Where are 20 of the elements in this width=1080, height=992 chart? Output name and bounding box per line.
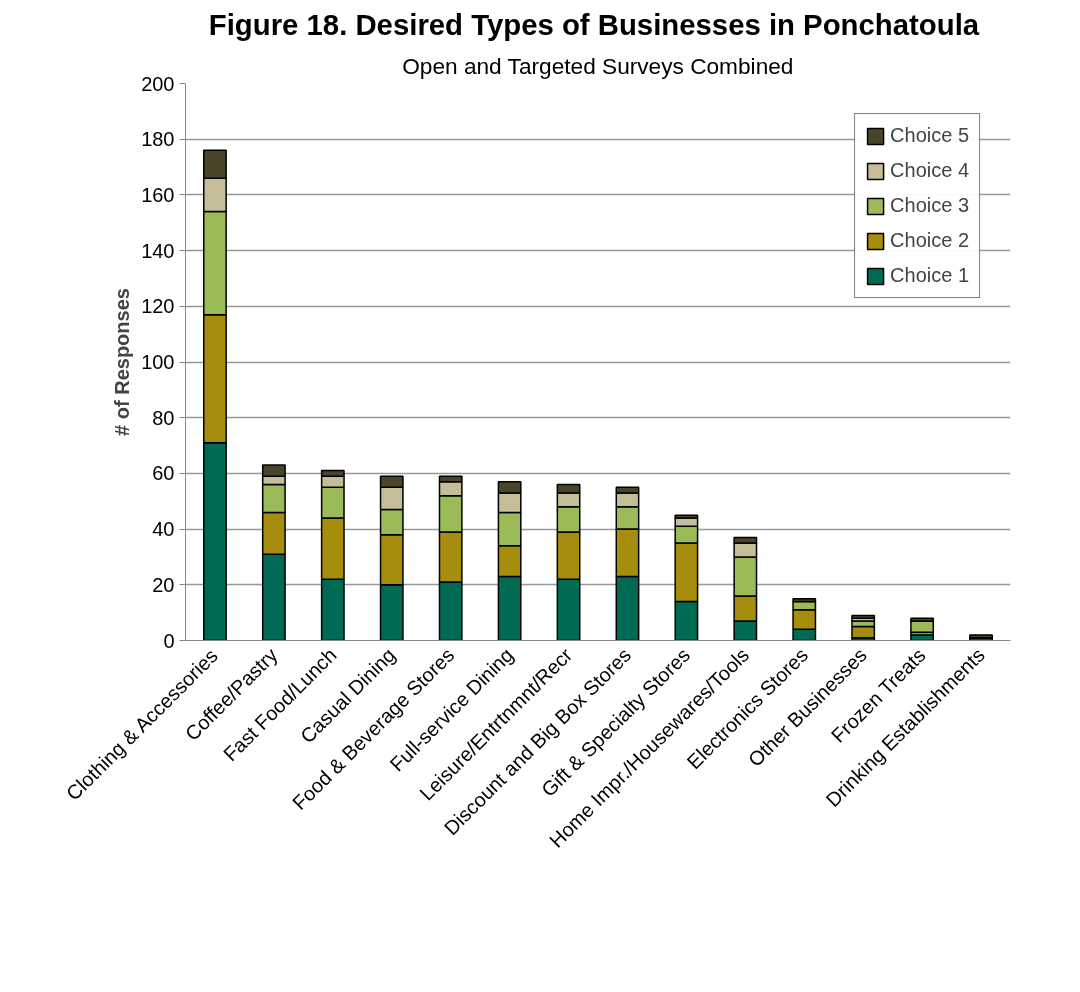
- chart-title: Figure 18. Desired Types of Businesses in Ponchatoula: [208, 7, 980, 41]
- legend-label: Choice 2: [890, 229, 969, 252]
- y-axis-title: # of Responses: [111, 288, 134, 436]
- y-tick-label: 20: [152, 573, 175, 596]
- y-tick-label: 200: [141, 72, 175, 95]
- y-tick-label: 40: [152, 518, 175, 541]
- y-tick-label: 100: [141, 351, 175, 373]
- y-tick-label: 0: [163, 629, 175, 652]
- y-tick-label: 60: [152, 462, 175, 485]
- y-tick-label: 140: [141, 239, 175, 262]
- legend-label: Choice 5: [890, 124, 969, 147]
- y-tick-label: 180: [141, 128, 175, 151]
- y-tick-label: 160: [141, 183, 175, 206]
- y-tick-label: 80: [152, 406, 175, 429]
- legend-label: Choice 1: [890, 264, 969, 287]
- legend-label: Choice 4: [890, 159, 969, 182]
- y-tick-label: 120: [141, 295, 175, 318]
- legend-label: Choice 3: [890, 194, 969, 217]
- bar: [910, 620, 935, 633]
- chart-subtitle: Open and Targeted Surveys Combined: [402, 52, 794, 79]
